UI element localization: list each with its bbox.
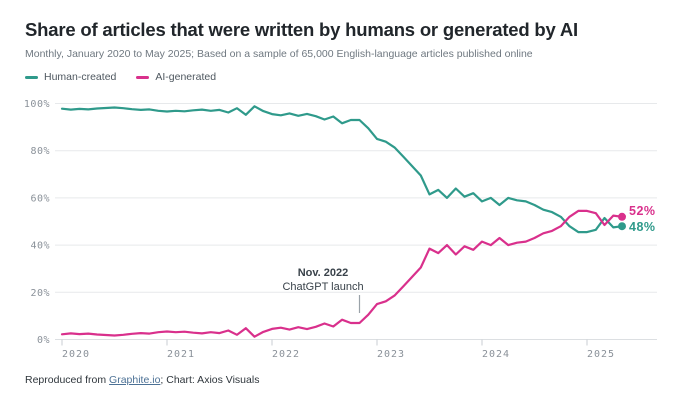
x-axis-label: 2025 — [587, 349, 615, 360]
x-axis-label: 2021 — [167, 349, 195, 360]
y-axis-label: 80% — [30, 146, 50, 157]
legend-swatch-human-icon — [25, 75, 38, 79]
ai-end-dot — [618, 212, 626, 221]
human-end-dot — [618, 222, 626, 231]
y-axis-label: 40% — [30, 241, 50, 252]
human-end-label: 48% — [629, 220, 656, 234]
footer-link[interactable]: Graphite.io — [109, 374, 161, 386]
legend-label-ai: AI-generated — [155, 71, 217, 83]
footer-prefix: Reproduced from — [25, 374, 110, 386]
legend-item-ai: AI-generated — [136, 71, 216, 83]
annotation-label: ChatGPT launch — [282, 281, 363, 293]
footer-suffix: ; Chart: Axios Visuals — [160, 374, 260, 386]
legend-swatch-ai-icon — [136, 75, 150, 79]
line-chart: 0% 20% 40% 60% 80% 100% 2020 2021 2022 2023 2024 20… — [24, 99, 657, 360]
y-axis-label: 20% — [30, 288, 50, 299]
x-axis-label: 2020 — [62, 349, 90, 360]
annotation-title: Nov. 2022 — [298, 267, 349, 279]
x-axis-label: 2023 — [377, 349, 405, 360]
legend: Human-created AI-generated — [25, 71, 216, 83]
legend-item-human: Human-created — [25, 71, 116, 83]
human-line — [60, 105, 624, 234]
x-axis-label: 2024 — [482, 349, 510, 360]
y-axis-label: 0% — [37, 335, 50, 346]
ai-end-label: 52% — [629, 204, 656, 218]
footer: Reproduced from Graphite.io; Chart: Axio… — [25, 374, 259, 386]
ai-line — [60, 209, 624, 338]
y-axis-label: 60% — [30, 193, 50, 204]
legend-label-human: Human-created — [44, 71, 117, 83]
page-title: Share of articles that were written by h… — [25, 19, 578, 40]
x-axis-label: 2022 — [272, 349, 300, 360]
page-subtitle: Monthly, January 2020 to May 2025; Based… — [25, 48, 533, 60]
y-axis-label: 100% — [24, 99, 50, 110]
